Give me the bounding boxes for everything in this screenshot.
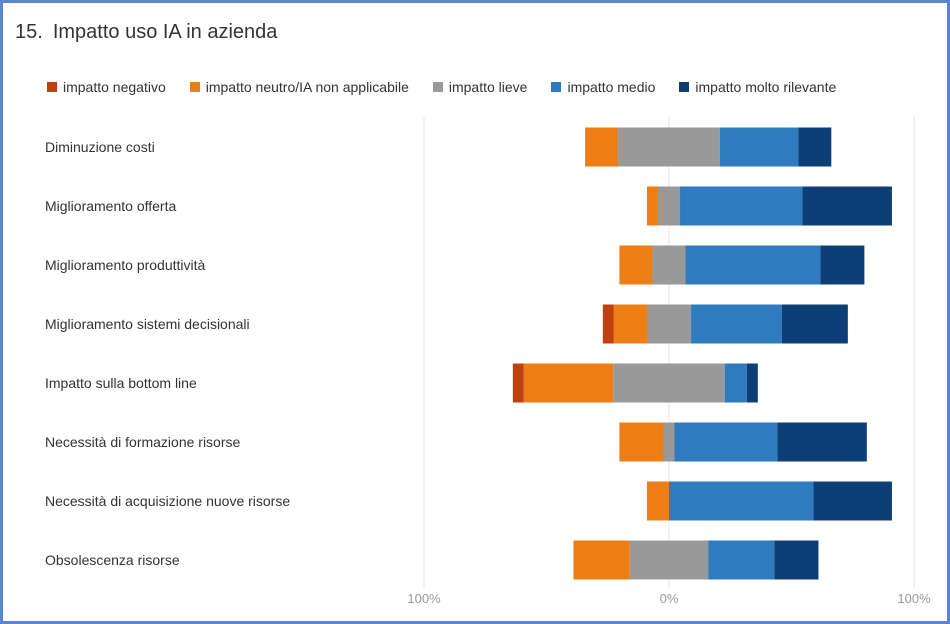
bar-segment-0-3 — [719, 127, 799, 167]
bar-segment-4-0 — [512, 363, 524, 403]
category-label-5: Necessità di formazione risorse — [45, 434, 241, 450]
bar-segment-3-2 — [646, 304, 692, 344]
legend-label-lieve: impatto lieve — [448, 79, 528, 95]
bar-segment-3-3 — [691, 304, 782, 344]
bar-segment-6-3 — [669, 481, 814, 521]
legend-label-neutro: impatto neutro/IA non applicabile — [205, 79, 409, 95]
bar-segment-7-3 — [708, 540, 775, 580]
category-label-1: Miglioramento offerta — [45, 198, 176, 214]
legend-label-negativo: impatto negativo — [63, 79, 166, 95]
bar-segment-7-1 — [573, 540, 630, 580]
legend-swatch-molto-rilevante — [679, 82, 690, 92]
bar-segment-4-3 — [724, 363, 747, 403]
chart-number: 15. — [15, 21, 43, 43]
bar-segment-5-4 — [777, 422, 867, 462]
bar-segment-5-2 — [663, 422, 675, 462]
x-tick-label-2: 100% — [897, 591, 931, 606]
legend-swatch-negativo — [47, 82, 57, 92]
legend-item-lieve: impatto lieve — [432, 79, 528, 95]
bar-segment-3-4 — [781, 304, 848, 344]
category-label-7: Obsolescenza risorse — [45, 552, 180, 568]
legend-swatch-neutro — [189, 82, 200, 92]
legend-label-medio: impatto medio — [567, 79, 656, 95]
bar-segment-3-1 — [613, 304, 647, 344]
bar-segment-1-1 — [646, 186, 658, 226]
bar-segment-4-4 — [746, 363, 758, 403]
bar-segment-2-1 — [619, 245, 653, 285]
bar-segment-3-0 — [602, 304, 614, 344]
bar-segment-2-3 — [685, 245, 821, 285]
bar-segment-1-4 — [802, 186, 892, 226]
chart-title: 15. Impatto uso IA in azienda — [15, 21, 277, 44]
legend-swatch-lieve — [432, 82, 443, 92]
legend-item-molto-rilevante: impatto molto rilevante — [679, 79, 836, 95]
bar-segment-6-1 — [646, 481, 669, 521]
category-label-0: Diminuzione costi — [45, 139, 155, 155]
category-label-4: Impatto sulla bottom line — [45, 375, 197, 391]
legend-swatch-medio — [551, 82, 562, 92]
category-label-6: Necessità di acquisizione nuove risorse — [45, 493, 290, 509]
legend-label-molto-rilevante: impatto molto rilevante — [695, 79, 837, 95]
legend: impatto negativo impatto neutro/IA non a… — [47, 79, 860, 95]
bar-segment-0-2 — [618, 127, 720, 167]
bar-segment-1-3 — [680, 186, 803, 226]
legend-item-medio: impatto medio — [551, 79, 655, 95]
bar-segment-5-1 — [619, 422, 664, 462]
bar-segment-7-2 — [629, 540, 709, 580]
legend-item-negativo: impatto negativo — [47, 79, 166, 95]
legend-item-neutro: impatto neutro/IA non applicabile — [189, 79, 409, 95]
bar-segment-2-2 — [652, 245, 686, 285]
category-label-2: Miglioramento produttività — [45, 257, 206, 273]
bar-segment-4-2 — [613, 363, 725, 403]
bar-segment-2-4 — [820, 245, 865, 285]
x-tick-label-1: 0% — [660, 591, 679, 606]
bar-segment-0-4 — [798, 127, 832, 167]
bar-segment-6-4 — [813, 481, 892, 521]
bar-segment-0-1 — [585, 127, 619, 167]
category-label-3: Miglioramento sistemi decisionali — [45, 316, 250, 332]
bar-segment-5-3 — [674, 422, 778, 462]
bar-segment-4-1 — [523, 363, 614, 403]
x-tick-label-0: 100% — [407, 591, 441, 606]
bar-segment-1-2 — [657, 186, 681, 226]
bar-segment-7-4 — [774, 540, 819, 580]
chart-title-text: Impatto uso IA in azienda — [52, 21, 278, 43]
